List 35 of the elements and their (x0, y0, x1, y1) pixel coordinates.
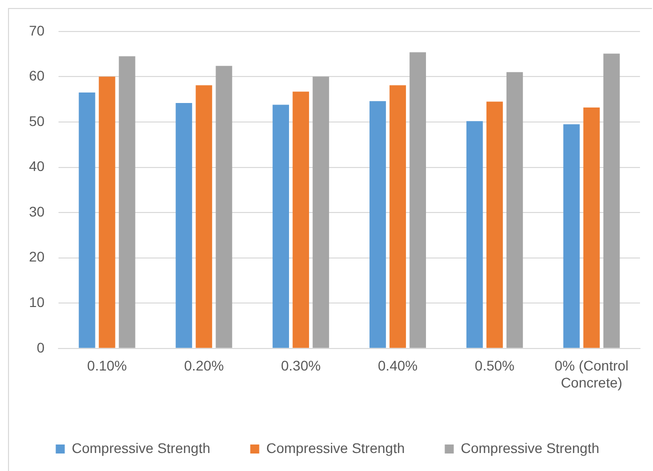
y-tick-label: 50 (28, 112, 45, 129)
bar (272, 104, 290, 348)
legend-label: Compressive Strength (266, 440, 405, 456)
x-tick-label: 0.20% (184, 358, 224, 374)
x-tick-label: 0.40% (378, 358, 418, 374)
bar (196, 85, 212, 348)
bar (176, 102, 192, 348)
bar (583, 107, 600, 348)
bar (466, 121, 483, 348)
bar (390, 85, 406, 348)
x-tick-label: 0.10% (87, 358, 127, 374)
bar (312, 76, 330, 348)
bar (603, 54, 620, 348)
y-tick-label: 70 (28, 22, 45, 38)
bar (216, 66, 232, 348)
x-tick-label: 0% (Control Concrete) (554, 358, 629, 390)
x-tick-label: 0.50% (474, 358, 514, 374)
legend-label: Compressive Strength (72, 440, 210, 456)
x-tick-label: 0.30% (280, 358, 321, 374)
bar (78, 92, 96, 348)
y-tick-label: 60 (28, 68, 45, 84)
bar (410, 52, 426, 348)
y-tick-label: 10 (28, 294, 45, 310)
y-tick-label: 30 (28, 203, 45, 220)
bar (486, 102, 503, 348)
bar (563, 124, 580, 348)
y-tick-label: 40 (28, 158, 45, 174)
bar (98, 76, 116, 348)
y-tick-label: 0 (36, 339, 45, 356)
legend-label: Compressive Strength (460, 440, 600, 456)
y-tick-label: 20 (28, 248, 45, 265)
bar (118, 56, 136, 348)
bar (370, 101, 386, 348)
bar (292, 92, 310, 348)
bar (506, 72, 523, 348)
